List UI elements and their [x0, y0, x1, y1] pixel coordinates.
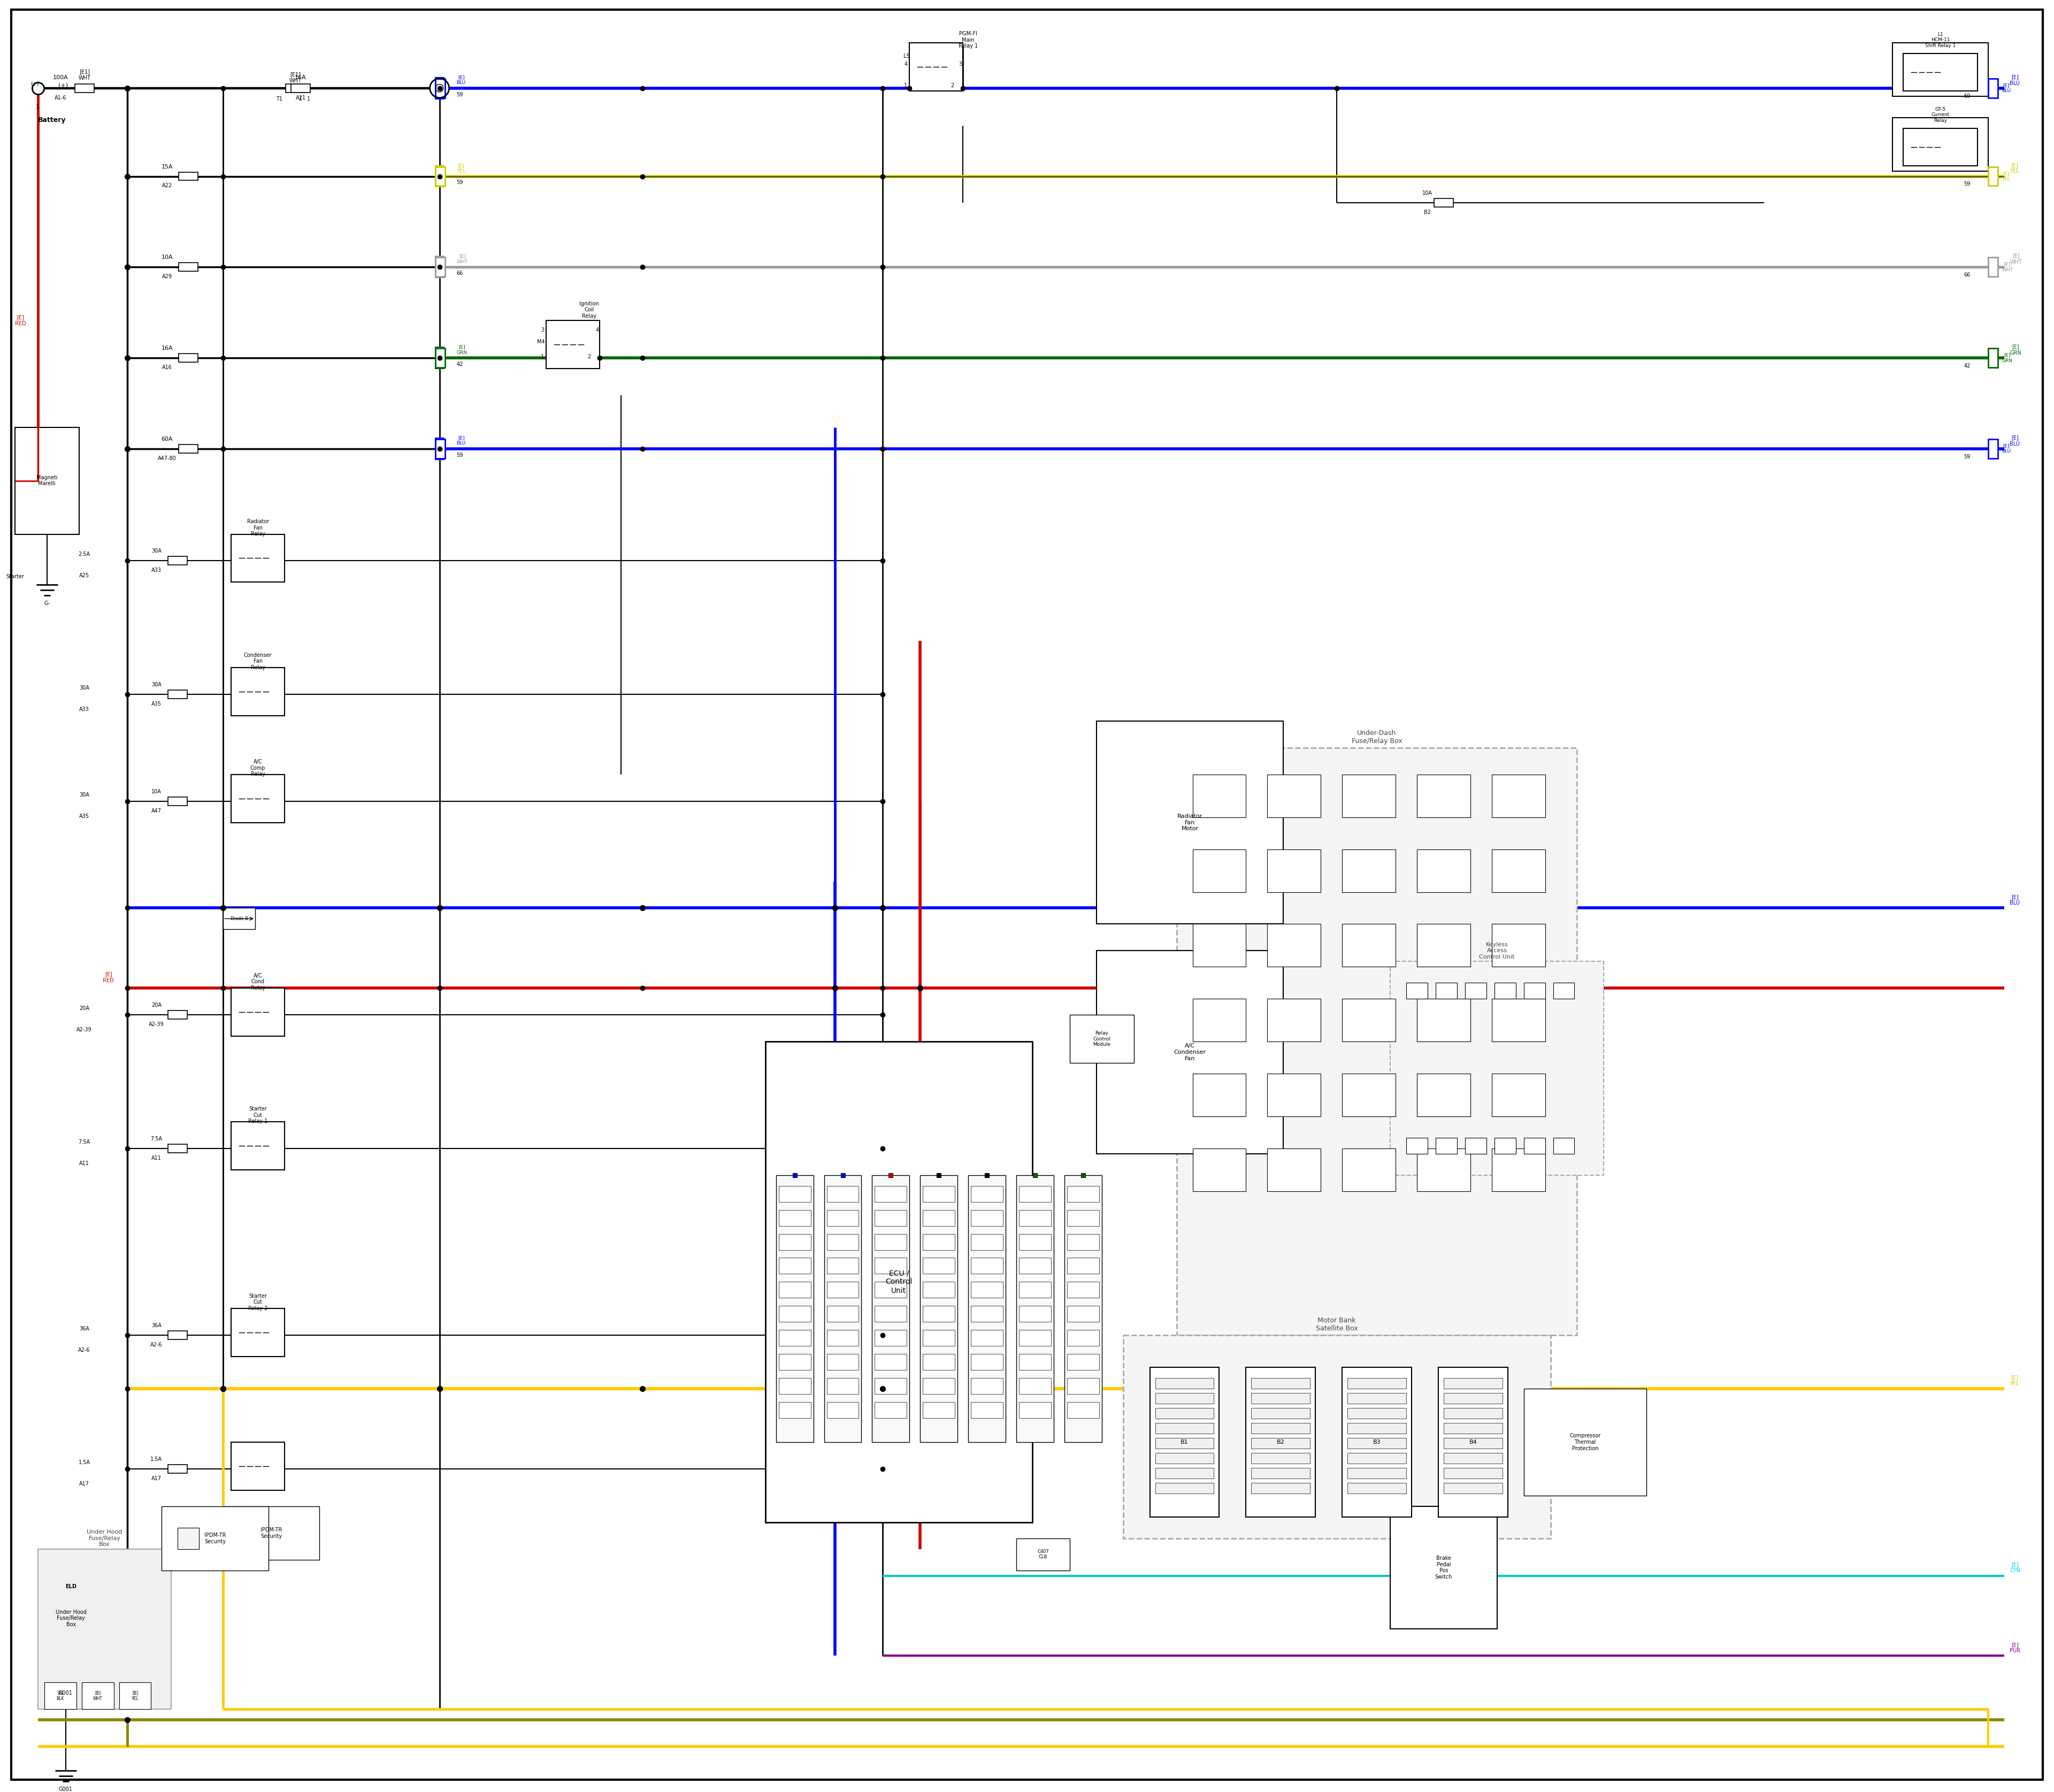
Bar: [1347, 1468, 1407, 1478]
Bar: [1068, 1210, 1099, 1226]
Bar: [972, 1235, 1002, 1249]
Bar: [1444, 1423, 1501, 1434]
Bar: [1444, 1453, 1501, 1464]
Bar: [1407, 1138, 1428, 1154]
Bar: [766, 1041, 1033, 1521]
Text: 42: 42: [456, 362, 464, 367]
Text: 20A: 20A: [80, 1005, 90, 1011]
Text: A2-6: A2-6: [150, 1342, 162, 1348]
Bar: [922, 1210, 955, 1226]
Text: 4: 4: [904, 61, 908, 66]
Bar: [826, 1186, 859, 1202]
Bar: [778, 1186, 811, 1202]
Bar: [875, 1330, 906, 1346]
Bar: [1444, 1409, 1501, 1419]
Bar: [168, 1464, 187, 1473]
Bar: [435, 348, 446, 367]
Text: 20A: 20A: [152, 1002, 162, 1007]
Bar: [1391, 1507, 1497, 1629]
Text: [B]
YEL: [B] YEL: [131, 1690, 140, 1701]
Text: 1: 1: [540, 355, 544, 360]
Bar: [922, 1378, 955, 1394]
Bar: [1341, 925, 1395, 966]
Bar: [778, 1378, 811, 1394]
Bar: [875, 1281, 906, 1297]
Bar: [875, 1258, 906, 1274]
Bar: [1177, 747, 1577, 1335]
Bar: [1193, 774, 1247, 817]
Bar: [1391, 962, 1604, 1176]
Bar: [922, 1355, 955, 1371]
Text: [E1]
WHT: [E1] WHT: [290, 72, 302, 82]
Bar: [1341, 849, 1395, 892]
Bar: [922, 1401, 955, 1417]
Text: 15A: 15A: [162, 165, 173, 168]
Bar: [14, 426, 78, 534]
Bar: [1251, 1409, 1310, 1419]
Bar: [875, 1401, 906, 1417]
Text: [E]
BLU: [E] BLU: [2009, 894, 2019, 905]
Text: A16: A16: [162, 366, 173, 371]
Bar: [873, 1176, 910, 1443]
Bar: [1019, 1330, 1052, 1346]
Bar: [1491, 774, 1545, 817]
Bar: [1019, 1306, 1052, 1322]
Bar: [45, 1683, 76, 1710]
Bar: [1154, 1468, 1214, 1478]
Text: [E]
YEL: [E] YEL: [2009, 163, 2019, 174]
Text: [E]
RED: [E] RED: [103, 971, 113, 984]
Text: 7.5A: 7.5A: [78, 1140, 90, 1145]
Bar: [1491, 998, 1545, 1041]
Bar: [1347, 1437, 1407, 1448]
Bar: [1251, 1437, 1310, 1448]
Text: 7.5A: 7.5A: [150, 1136, 162, 1142]
Bar: [37, 1548, 170, 1710]
Bar: [1347, 1453, 1407, 1464]
Text: Starter
Cut
Relay 2: Starter Cut Relay 2: [249, 1294, 267, 1312]
Bar: [826, 1378, 859, 1394]
Bar: [826, 1355, 859, 1371]
Bar: [1068, 1235, 1099, 1249]
Text: Battery: Battery: [37, 116, 66, 124]
Bar: [1892, 118, 1988, 170]
Text: Starter
Cut
Relay 1: Starter Cut Relay 1: [249, 1106, 267, 1124]
Text: 1: 1: [306, 97, 310, 102]
Bar: [875, 1378, 906, 1394]
Text: [E]
GRN: [E] GRN: [456, 344, 466, 355]
Bar: [1341, 998, 1395, 1041]
Bar: [1251, 1392, 1310, 1403]
Bar: [826, 1258, 859, 1274]
Bar: [37, 1548, 170, 1710]
Text: A2-6: A2-6: [78, 1348, 90, 1353]
Bar: [232, 668, 286, 715]
Bar: [778, 1306, 811, 1322]
Text: [B]
BLK: [B] BLK: [55, 1690, 64, 1701]
Bar: [875, 1235, 906, 1249]
Bar: [1436, 1138, 1456, 1154]
Bar: [1341, 1073, 1395, 1116]
Bar: [972, 1186, 1002, 1202]
Text: 36A: 36A: [152, 1322, 162, 1328]
Text: Relay
Control
Module: Relay Control Module: [1093, 1030, 1111, 1047]
Bar: [1267, 774, 1321, 817]
Bar: [286, 84, 304, 93]
Text: [E]
BLU: [E] BLU: [2003, 443, 2011, 453]
Text: GT-5
Current
Relay: GT-5 Current Relay: [1931, 108, 1949, 124]
Bar: [1068, 1306, 1099, 1322]
Text: [E]
YEL: [E] YEL: [456, 163, 464, 174]
Text: A21: A21: [296, 95, 306, 100]
Bar: [1988, 167, 1999, 186]
Text: A/C
Cond
Relay: A/C Cond Relay: [251, 973, 265, 991]
Text: (+): (+): [58, 82, 68, 88]
Text: [E]
GRN: [E] GRN: [2009, 344, 2021, 355]
Bar: [1193, 1149, 1247, 1192]
Bar: [1417, 1149, 1471, 1192]
Text: Radiator
Fan
Relay: Radiator Fan Relay: [246, 520, 269, 536]
Bar: [1444, 1378, 1501, 1389]
Bar: [1154, 1453, 1214, 1464]
Bar: [1150, 1367, 1220, 1516]
Text: [E]
PUR: [E] PUR: [2009, 1641, 2021, 1654]
Bar: [1347, 1392, 1407, 1403]
Bar: [435, 167, 446, 186]
Text: 59: 59: [1964, 93, 1970, 99]
